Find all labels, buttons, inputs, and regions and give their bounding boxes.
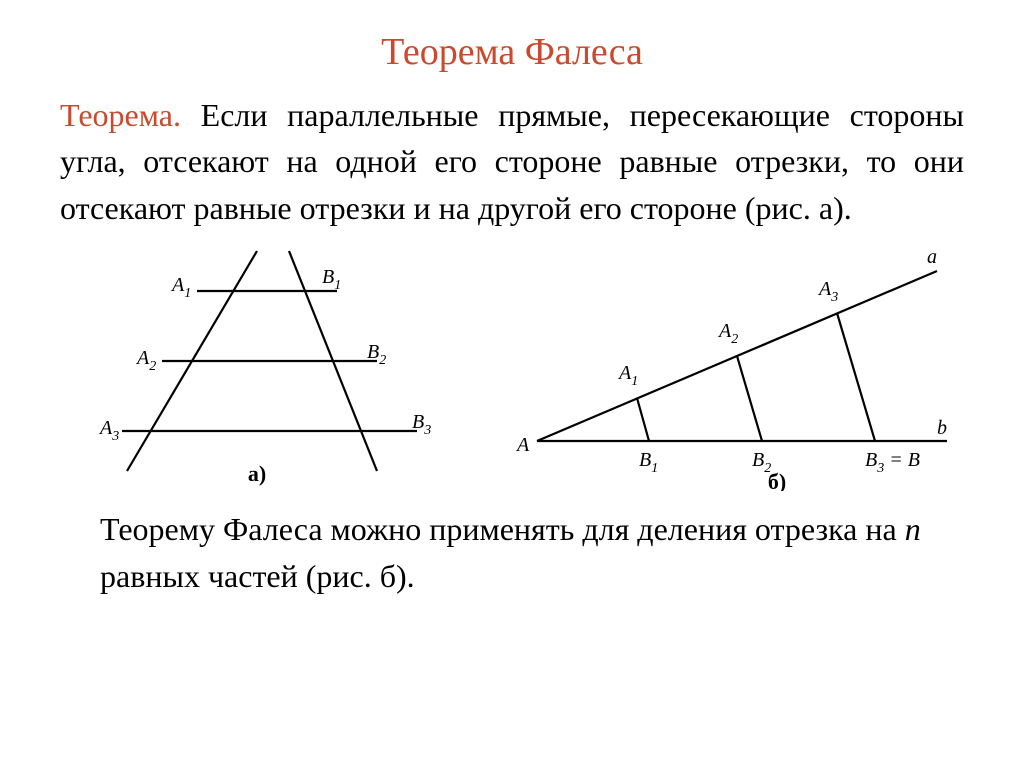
note-n: n (905, 511, 921, 547)
label-b2: B2 (367, 341, 386, 368)
label-top-a2: A2 (717, 320, 738, 347)
note-suffix: равных частей (рис. б). (100, 558, 415, 594)
segment-2 (737, 356, 762, 441)
label-b1: B1 (322, 266, 341, 293)
label-a1: A1 (170, 274, 191, 301)
vertex-a-label: A (515, 434, 530, 456)
diagram-row: A1 A2 A3 B1 B2 B3 а) A A1 A2 A3 B1 B2 B3 = B a b б) (60, 241, 964, 496)
page-title: Теорема Фалеса (60, 30, 964, 74)
diagram-b: AA1A2A3B1B2B3 = Babб) (487, 241, 957, 491)
ray-b-label: b (937, 417, 947, 439)
label-bottom-b3: B3 = B (865, 449, 920, 476)
label-top-a1: A1 (617, 362, 638, 389)
ray-a-label: a (927, 246, 937, 268)
label-top-a3: A3 (817, 278, 838, 305)
theorem-label: Теорема. (60, 97, 181, 133)
diagram-a: A1 A2 A3 B1 B2 B3 а) (67, 241, 447, 491)
note-prefix: Теорему Фалеса можно применять для делен… (100, 511, 905, 547)
label-a3: A3 (98, 417, 119, 444)
label-b3: B3 (412, 411, 431, 438)
page: Теорема Фалеса Теорема. Если параллельны… (0, 0, 1024, 767)
diagram-b-container: AA1A2A3B1B2B3 = Babб) (487, 241, 957, 496)
diagram-a-container: A1 A2 A3 B1 B2 B3 а) (67, 241, 447, 496)
segment-1 (637, 398, 649, 441)
diagram-b-caption: б) (768, 469, 786, 491)
segment-3 (837, 313, 875, 441)
theorem-body: Если параллельные прямые, пересекающие с… (60, 97, 964, 226)
label-bottom-b1: B1 (639, 449, 658, 476)
note-paragraph: Теорему Фалеса можно применять для делен… (100, 506, 924, 599)
theorem-paragraph: Теорема. Если параллельные прямые, перес… (60, 92, 964, 231)
diagram-a-caption: а) (248, 461, 266, 486)
label-a2: A2 (135, 347, 156, 374)
